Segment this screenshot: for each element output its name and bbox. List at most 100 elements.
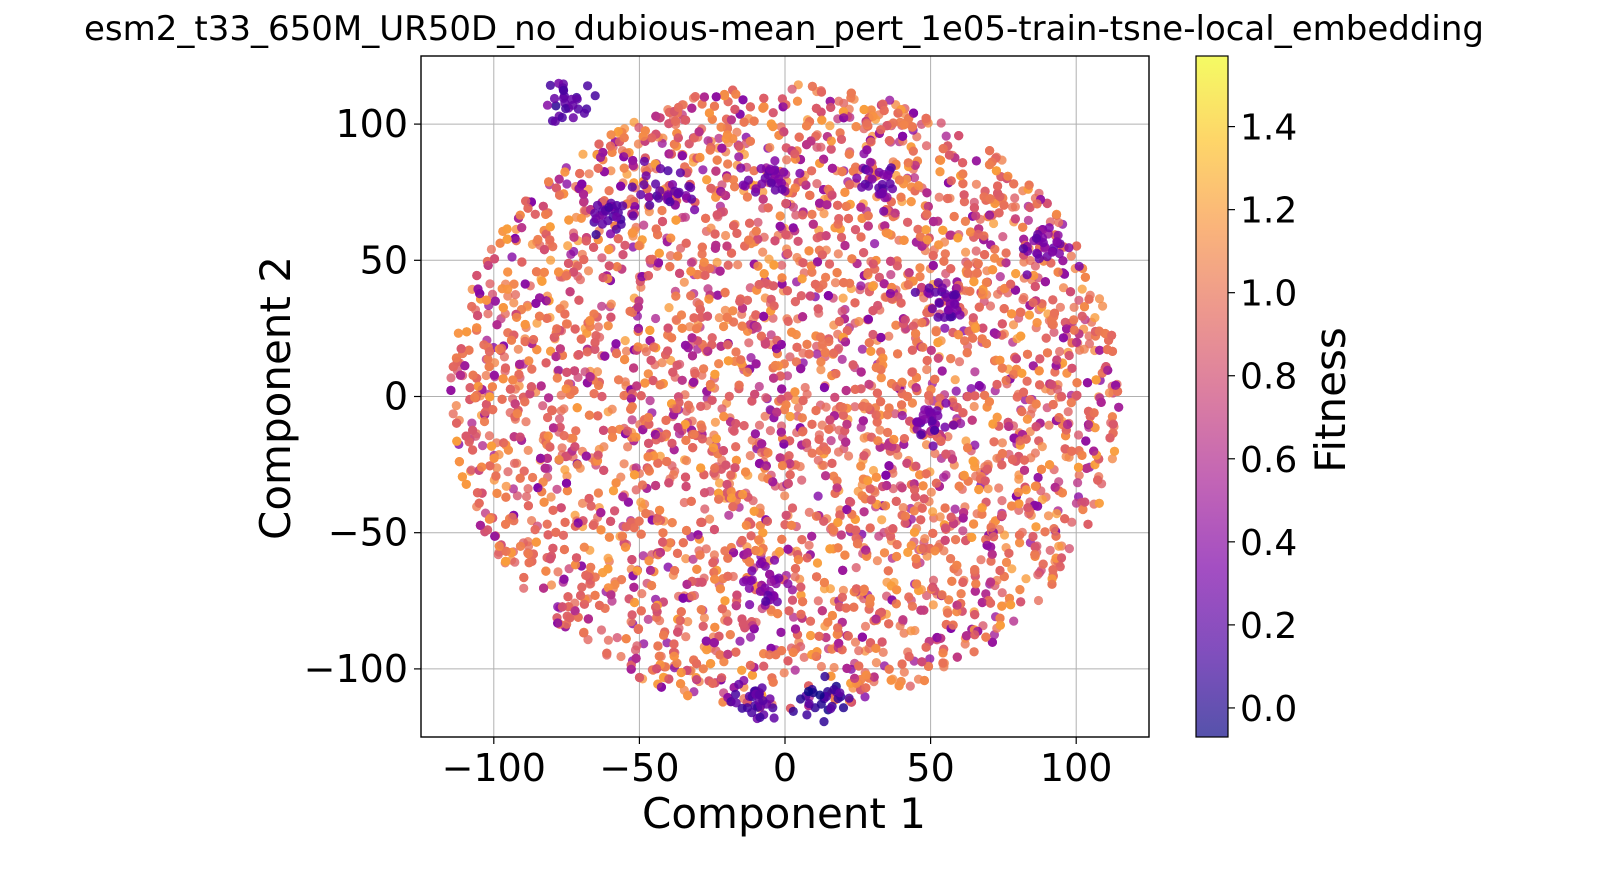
scatter-point (1015, 585, 1025, 595)
scatter-point (935, 512, 945, 522)
scatter-point (688, 554, 698, 564)
scatter-point (883, 427, 893, 438)
scatter-point (775, 547, 785, 557)
scatter-point (712, 257, 722, 267)
scatter-point (1056, 553, 1067, 563)
scatter-point (643, 614, 653, 625)
scatter-point (510, 557, 520, 567)
scatter-point (532, 318, 542, 328)
scatter-point (1055, 562, 1065, 572)
scatter-point (833, 447, 844, 457)
scatter-point (686, 291, 696, 301)
scatter-point (789, 612, 799, 622)
scatter-point (637, 480, 648, 490)
chart-title: esm2_t33_650M_UR50D_no_dubious-mean_pert… (84, 9, 1484, 49)
scatter-point (782, 155, 792, 165)
scatter-point (621, 346, 632, 356)
scatter-point (922, 364, 932, 375)
scatter-point (805, 616, 816, 626)
scatter-point (563, 241, 573, 251)
scatter-point (575, 275, 586, 285)
scatter-point (745, 451, 755, 461)
scatter-point (560, 167, 570, 177)
scatter-point (651, 313, 661, 324)
scatter-point (730, 182, 740, 192)
scatter-point (850, 402, 860, 412)
scatter-point (1007, 564, 1017, 574)
scatter-point (700, 504, 710, 514)
scatter-point (960, 216, 971, 226)
scatter-point (1022, 376, 1032, 386)
scatter-point (939, 472, 949, 482)
scatter-point (523, 445, 533, 455)
scatter-point (702, 645, 712, 655)
scatter-point (1052, 508, 1062, 519)
scatter-point (891, 320, 901, 330)
scatter-point (742, 295, 753, 305)
scatter-point (1090, 313, 1100, 323)
scatter-point (1074, 295, 1084, 305)
scatter-point (738, 95, 748, 105)
scatter-point (753, 234, 763, 244)
scatter-point (569, 246, 579, 257)
scatter-point (1010, 214, 1021, 224)
scatter-point (860, 692, 870, 702)
scatter-point (554, 174, 564, 184)
scatter-point (645, 396, 655, 406)
scatter-point (921, 141, 932, 151)
scatter-point (554, 414, 565, 424)
scatter-point (812, 349, 822, 359)
scatter-point (807, 81, 818, 91)
scatter-point (1041, 333, 1051, 343)
scatter-point (466, 465, 476, 475)
scatter-point (582, 347, 593, 357)
scatter-point (490, 296, 500, 306)
scatter-point (731, 442, 741, 452)
scatter-point (1040, 527, 1050, 537)
scatter-point (533, 234, 543, 245)
scatter-point (1001, 248, 1011, 258)
scatter-point (936, 118, 946, 128)
scatter-point (951, 386, 961, 396)
scatter-point (816, 661, 827, 672)
scatter-point (905, 681, 915, 691)
scatter-point (838, 293, 848, 303)
scatter-point (1010, 193, 1020, 203)
scatter-point (792, 96, 803, 106)
scatter-point (681, 456, 692, 466)
scatter-point (854, 646, 864, 656)
scatter-point (680, 212, 691, 222)
scatter-point (465, 383, 475, 393)
scatter-point (616, 651, 626, 662)
scatter-point (885, 95, 895, 105)
scatter-point (834, 96, 844, 106)
scatter-point (884, 331, 894, 341)
scatter-point (1077, 284, 1087, 294)
scatter-point (813, 491, 823, 501)
scatter-point (713, 290, 723, 300)
scatter-point (503, 267, 513, 277)
scatter-point (639, 220, 649, 230)
scatter-point (1107, 412, 1117, 422)
scatter-point (1030, 261, 1040, 271)
scatter-point (627, 415, 637, 425)
scatter-point (519, 466, 529, 476)
scatter-point (1007, 202, 1018, 212)
scatter-point (777, 260, 787, 270)
scatter-point (797, 475, 807, 485)
scatter-point (677, 375, 687, 385)
scatter-point (626, 617, 636, 627)
scatter-point (970, 367, 980, 377)
scatter-point (583, 635, 593, 645)
scatter-point (765, 426, 776, 436)
scatter-point (508, 484, 518, 494)
scatter-point (513, 344, 523, 354)
scatter-point (597, 301, 607, 311)
scatter-point (569, 232, 579, 242)
scatter-point (812, 179, 822, 189)
scatter-point (699, 613, 710, 623)
scatter-point (501, 481, 511, 491)
scatter-point (961, 247, 971, 257)
scatter-point (826, 436, 836, 446)
scatter-point (950, 504, 960, 514)
